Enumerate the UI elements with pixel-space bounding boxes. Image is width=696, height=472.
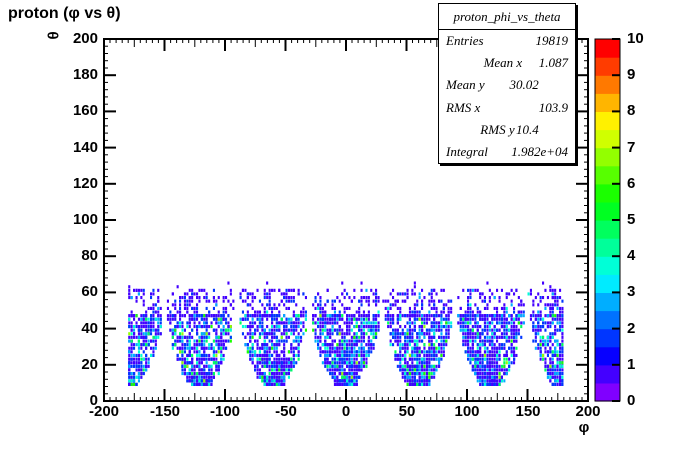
z-tick-label: 3 — [627, 283, 636, 300]
y-tick-label: 120 — [72, 175, 98, 192]
y-tick-label: 200 — [72, 30, 98, 47]
stat-row: Mean y 30.02 — [439, 74, 575, 96]
stats-box-title: proton_phi_vs_theta — [439, 4, 575, 30]
y-tick-label: 20 — [81, 356, 98, 373]
z-tick-label: 8 — [627, 102, 636, 119]
stat-value: 10.4 — [516, 121, 539, 137]
x-tick-label: 0 — [341, 403, 351, 420]
x-tick-label: -50 — [275, 403, 297, 420]
stat-row: Mean x 1.087 — [439, 52, 575, 74]
color-scale-bar[interactable] — [594, 38, 621, 402]
z-tick-label: 4 — [627, 247, 636, 264]
y-tick-label: 160 — [72, 102, 98, 119]
y-tick-label: 80 — [81, 247, 98, 264]
stat-label: Mean y — [446, 77, 485, 93]
x-tick-label: 50 — [398, 403, 416, 420]
x-axis-title: φ — [578, 419, 590, 436]
stats-box[interactable]: proton_phi_vs_theta Entries 19819 Mean x 1.… — [438, 3, 576, 164]
y-tick-label: 180 — [72, 66, 98, 83]
stat-label: Entries — [446, 33, 484, 48]
stat-label: Integral — [446, 143, 488, 159]
z-tick-label: 0 — [627, 392, 636, 409]
stat-value: 1.087 — [538, 55, 568, 71]
x-tick-label: -200 — [88, 403, 120, 420]
stat-label: Mean x — [483, 55, 523, 71]
stat-row: RMS x 103.9 — [439, 97, 575, 119]
stat-label: RMS y — [480, 121, 515, 137]
z-tick-label: 5 — [627, 211, 636, 228]
z-tick-label: 6 — [627, 175, 636, 192]
x-tick-label: 150 — [515, 403, 541, 420]
x-tick-label: -150 — [149, 403, 181, 420]
stat-row: Entries 19819 — [439, 30, 575, 52]
stat-row: RMS y 10.4 — [439, 119, 575, 141]
scatter-points — [128, 281, 564, 386]
stat-value: 103.9 — [538, 99, 568, 115]
x-tick-label: -100 — [209, 403, 241, 420]
z-tick-label: 10 — [627, 30, 644, 47]
y-tick-label: 60 — [81, 283, 98, 300]
stats-rows: Entries 19819 Mean x 1.087 Mean y 30.02 RMS x 1… — [439, 30, 575, 163]
stat-label: RMS x — [446, 99, 481, 115]
x-tick-label: 100 — [454, 403, 480, 420]
z-tick-label: 9 — [627, 66, 636, 83]
y-tick-label: 0 — [89, 392, 98, 409]
plot-frame — [103, 38, 589, 402]
z-tick-label: 7 — [627, 139, 636, 156]
stat-row: Integral 1.982e+04 — [439, 141, 575, 163]
plot-title: proton (φ vs θ) — [8, 5, 121, 22]
x-tick-label: 200 — [575, 403, 601, 420]
y-tick-label: 140 — [72, 139, 98, 156]
z-tick-label: 1 — [627, 356, 636, 373]
stat-value: 1.982e+04 — [511, 143, 568, 159]
y-tick-label: 40 — [81, 320, 98, 337]
stat-value: 30.02 — [509, 77, 539, 93]
z-tick-label: 2 — [627, 320, 636, 337]
y-axis-title: θ — [45, 31, 63, 40]
y-tick-label: 100 — [72, 211, 98, 228]
stat-value: 19819 — [535, 33, 569, 48]
